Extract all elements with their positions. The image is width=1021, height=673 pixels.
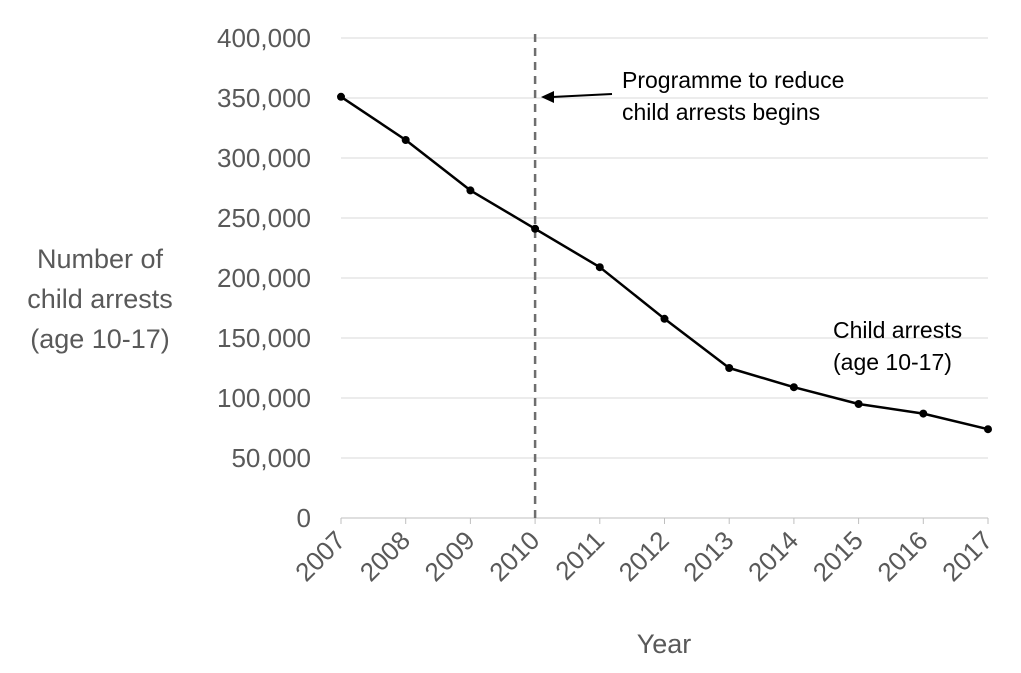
programme-annotation: Programme to reduce child arrests begins [541, 67, 844, 125]
series-child-arrests [337, 92, 992, 434]
x-tick-label: 2015 [807, 525, 869, 587]
y-tick-label: 100,000 [217, 383, 311, 413]
x-axis [340, 517, 989, 524]
x-tick-label: 2017 [936, 525, 998, 587]
programme-arrow-shaft [551, 93, 613, 98]
x-tick-label: 2014 [742, 525, 804, 587]
programme-annotation-line-2: child arrests begins [622, 99, 820, 125]
series-line [340, 95, 989, 431]
x-axis-title: Year [637, 629, 692, 659]
x-tick-label: 2016 [871, 525, 933, 587]
y-axis-title: Number of child arrests (age 10-17) [27, 244, 173, 354]
x-tick-label: 2012 [613, 525, 675, 587]
series-label-line-1: Child arrests [833, 317, 962, 343]
y-axis-title-line-2: child arrests [27, 284, 173, 314]
x-tick-label: 2010 [483, 525, 545, 587]
y-tick-label: 300,000 [217, 143, 311, 173]
data-point [789, 383, 798, 392]
data-point [337, 92, 345, 101]
y-tick-labels: 0 50,000 100,000 150,000 200,000 250,000 300,0… [217, 23, 311, 533]
x-tick-label: 2008 [354, 525, 416, 587]
y-tick-label: 200,000 [217, 263, 311, 293]
x-tick-label: 2013 [677, 525, 739, 587]
data-point [531, 224, 540, 233]
data-point [919, 409, 928, 418]
y-tick-label: 0 [297, 503, 311, 533]
programme-annotation-line-1: Programme to reduce [622, 67, 844, 93]
x-tick-label: 2007 [289, 525, 351, 587]
data-point [595, 263, 604, 272]
y-tick-label: 250,000 [217, 203, 311, 233]
y-tick-label: 350,000 [217, 83, 311, 113]
x-tick-labels: 2007 2008 2009 2010 2011 2012 2013 2014 2015 2016… [289, 525, 998, 587]
data-point [660, 314, 669, 323]
y-tick-label: 50,000 [231, 443, 311, 473]
series-label-line-2: (age 10-17) [833, 349, 952, 375]
y-tick-label: 400,000 [217, 23, 311, 53]
y-axis-title-line-3: (age 10-17) [30, 324, 170, 354]
data-point [401, 136, 410, 144]
gridlines [341, 37, 988, 459]
y-tick-label: 150,000 [217, 323, 311, 353]
data-point [984, 425, 992, 434]
programme-arrow-head [541, 91, 554, 103]
x-tick-label: 2009 [419, 525, 481, 587]
data-point [854, 400, 863, 408]
series-label: Child arrests (age 10-17) [833, 317, 962, 375]
x-tick-label: 2011 [549, 525, 610, 586]
y-axis-title-line-1: Number of [37, 244, 164, 274]
data-point [466, 186, 475, 195]
data-point [725, 364, 734, 372]
